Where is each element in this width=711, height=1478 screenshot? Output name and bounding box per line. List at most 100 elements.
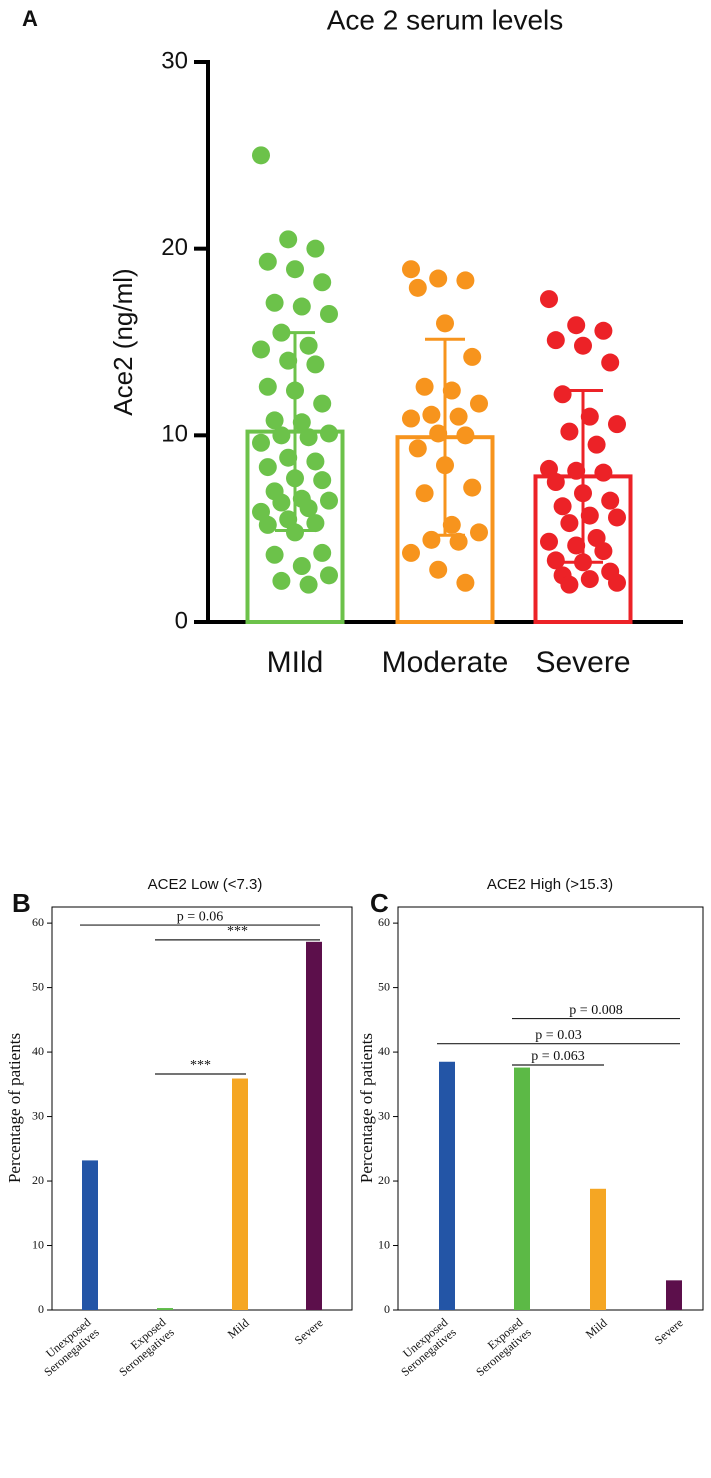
data-point [265, 293, 284, 312]
data-point [306, 514, 325, 533]
data-point [313, 273, 332, 292]
data-point [470, 394, 488, 413]
data-point [408, 439, 427, 458]
data-point [560, 575, 579, 594]
chart-title: ACE2 High (>15.3) [487, 876, 613, 893]
data-point [292, 413, 311, 432]
significance-label: *** [227, 924, 248, 939]
data-point [279, 448, 298, 467]
data-point [601, 491, 620, 510]
data-point [313, 471, 332, 490]
data-point [279, 351, 298, 370]
data-point [436, 456, 454, 475]
data-point [463, 347, 482, 366]
data-point [594, 463, 613, 482]
x-tick-label: MIld [267, 646, 324, 679]
data-point [265, 545, 284, 564]
data-point [292, 557, 311, 575]
x-tick-label: Mild [225, 1316, 252, 1342]
data-point [567, 316, 586, 335]
data-point [429, 424, 448, 443]
data-point [553, 385, 572, 404]
data-point [286, 469, 304, 488]
data-point [292, 297, 311, 316]
y-axis-label: Percentage of patients [357, 1033, 376, 1183]
y-tick-label: 60 [378, 915, 390, 929]
data-point [456, 426, 475, 445]
data-point [608, 573, 626, 592]
data-point [546, 551, 565, 570]
y-tick-label: 20 [378, 1173, 390, 1187]
significance-label: *** [190, 1058, 211, 1073]
data-point [580, 407, 599, 426]
y-tick-label: 10 [161, 421, 188, 448]
x-tick-label: Severe [292, 1316, 326, 1348]
y-tick-label: 40 [378, 1044, 390, 1058]
data-point [429, 269, 448, 288]
data-point [286, 260, 304, 279]
data-point [553, 497, 572, 516]
data-point [442, 515, 461, 534]
y-tick-label: 60 [32, 915, 44, 929]
data-point [258, 252, 277, 271]
data-point [272, 493, 291, 512]
panel-label: C [370, 888, 389, 918]
significance-label: p = 0.06 [177, 909, 223, 924]
data-point [313, 543, 332, 562]
data-point [408, 278, 427, 297]
data-point [320, 305, 338, 323]
x-tick-label: Mild [583, 1316, 610, 1342]
data-point [320, 566, 338, 585]
data-point [265, 411, 284, 430]
data-point [252, 340, 270, 359]
panel-label: A [22, 6, 38, 31]
data-point [608, 415, 626, 434]
data-point [574, 484, 592, 503]
data-point [415, 484, 434, 503]
x-tick-label: UnexposedSeronegatives [390, 1315, 459, 1379]
bar [306, 941, 322, 1310]
significance-label: p = 0.008 [569, 1003, 622, 1018]
y-tick-label: 30 [161, 47, 188, 74]
data-point [320, 424, 338, 443]
data-point [580, 506, 599, 525]
x-tick-label: UnexposedSeronegatives [33, 1315, 102, 1379]
data-point [258, 377, 277, 396]
data-point [306, 355, 325, 374]
data-point [279, 230, 298, 249]
data-point [306, 239, 325, 258]
significance-label: p = 0.03 [535, 1028, 581, 1043]
data-point [449, 532, 468, 551]
data-point [580, 570, 599, 589]
data-point [594, 542, 613, 561]
bar [157, 1308, 173, 1310]
y-tick-label: 10 [32, 1237, 44, 1251]
y-tick-label: 20 [32, 1173, 44, 1187]
y-tick-label: 40 [32, 1044, 44, 1058]
data-point [402, 260, 420, 279]
bar [666, 1280, 682, 1310]
data-point [299, 575, 318, 594]
data-point [313, 394, 332, 413]
y-tick-label: 10 [378, 1237, 390, 1251]
bar [590, 1188, 606, 1310]
x-tick-label: Severe [652, 1316, 686, 1348]
data-point [402, 409, 420, 428]
data-point [594, 321, 613, 340]
y-tick-label: 30 [378, 1108, 390, 1122]
data-point [252, 146, 270, 165]
bar [232, 1078, 248, 1310]
y-tick-label: 0 [38, 1302, 44, 1316]
data-point [402, 543, 420, 562]
y-tick-label: 0 [175, 607, 188, 634]
data-point [567, 536, 586, 555]
chart-title: ACE2 Low (<7.3) [148, 876, 263, 893]
data-point [449, 407, 468, 426]
data-point [587, 435, 606, 454]
bar [514, 1067, 530, 1310]
data-point [320, 491, 338, 510]
y-tick-label: 50 [32, 979, 44, 993]
plot-frame [51, 906, 353, 1311]
data-point [286, 381, 304, 400]
